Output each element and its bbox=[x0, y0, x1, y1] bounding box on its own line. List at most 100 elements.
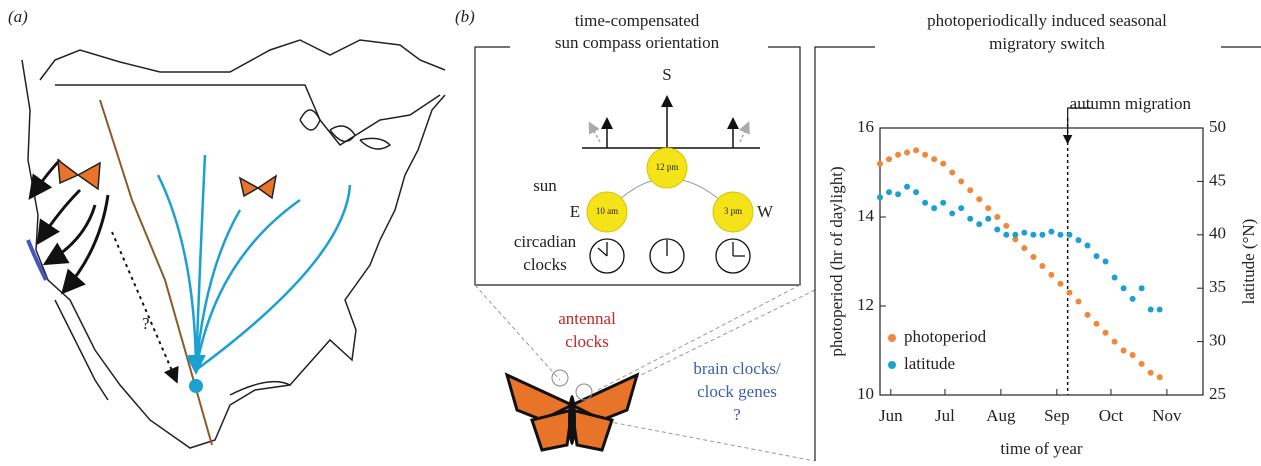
annotation-arrow bbox=[1068, 108, 1092, 142]
point bbox=[1139, 285, 1145, 291]
figure: (a) ? (b) time-compensated sun compass o… bbox=[0, 0, 1261, 461]
point bbox=[1030, 232, 1036, 238]
point bbox=[1130, 296, 1136, 302]
x-tick-label: Jul bbox=[935, 406, 955, 425]
dotted-route bbox=[112, 232, 176, 380]
point bbox=[985, 216, 991, 222]
point bbox=[1130, 352, 1136, 358]
legend-label: latitude bbox=[904, 354, 955, 373]
y2-tick-label: 40 bbox=[1209, 224, 1226, 243]
box-title: migratory switch bbox=[989, 34, 1105, 53]
point bbox=[877, 194, 883, 200]
box-title: photoperiodically induced seasonal bbox=[927, 11, 1167, 30]
point bbox=[1021, 245, 1027, 251]
point bbox=[1066, 290, 1072, 296]
x-tick-label: Jun bbox=[879, 406, 903, 425]
x-axis-label: time of year bbox=[1000, 439, 1082, 458]
point bbox=[1103, 330, 1109, 336]
y-axis-label: photoperiod (hr of daylight) bbox=[827, 166, 846, 356]
sun-label: sun bbox=[533, 176, 557, 195]
legend-swatch bbox=[888, 334, 896, 342]
point bbox=[1112, 275, 1118, 281]
point bbox=[1148, 307, 1154, 313]
point bbox=[994, 226, 1000, 232]
point bbox=[913, 147, 919, 153]
west-label: W bbox=[757, 202, 774, 221]
point bbox=[922, 200, 928, 206]
x-tick-label: Nov bbox=[1152, 406, 1182, 425]
y2-axis-label: latitude (°N) bbox=[1239, 219, 1258, 305]
legend-label: photoperiod bbox=[904, 327, 987, 346]
box-title: sun compass orientation bbox=[555, 33, 720, 52]
point bbox=[985, 205, 991, 211]
point bbox=[931, 205, 937, 211]
sun-time: 10 am bbox=[596, 206, 618, 216]
point bbox=[958, 178, 964, 184]
box-title: time-compensated bbox=[575, 11, 700, 30]
sun-time: 12 pm bbox=[656, 162, 679, 172]
x-tick-label: Aug bbox=[986, 406, 1016, 425]
point bbox=[931, 156, 937, 162]
point bbox=[1021, 230, 1027, 236]
point bbox=[1157, 307, 1163, 313]
x-tick-label: Oct bbox=[1099, 406, 1124, 425]
point bbox=[967, 216, 973, 222]
point bbox=[1103, 259, 1109, 265]
point bbox=[877, 161, 883, 167]
point bbox=[1066, 232, 1072, 238]
y-tick-label: 16 bbox=[857, 117, 874, 136]
point bbox=[1057, 281, 1063, 287]
point bbox=[940, 200, 946, 206]
brain-label: ? bbox=[733, 405, 741, 424]
y2-tick-label: 25 bbox=[1209, 384, 1226, 403]
x-tick-label: Sep bbox=[1044, 406, 1070, 425]
butterfly bbox=[507, 370, 637, 450]
y-tick-label: 14 bbox=[857, 206, 875, 225]
compass-arrows bbox=[582, 98, 760, 148]
point bbox=[967, 187, 973, 193]
point bbox=[1112, 339, 1118, 345]
point bbox=[994, 214, 1000, 220]
map bbox=[22, 40, 445, 448]
point bbox=[904, 184, 910, 190]
panel-label: (b) bbox=[455, 7, 475, 26]
coast-site bbox=[28, 240, 46, 280]
point bbox=[886, 189, 892, 195]
point bbox=[886, 156, 892, 162]
point bbox=[1085, 242, 1091, 248]
point bbox=[1139, 361, 1145, 367]
y-tick-label: 12 bbox=[857, 295, 874, 314]
point bbox=[1085, 312, 1091, 318]
point bbox=[1048, 272, 1054, 278]
point bbox=[1094, 321, 1100, 327]
point bbox=[1003, 223, 1009, 229]
range-line bbox=[100, 100, 212, 445]
point bbox=[1039, 232, 1045, 238]
point bbox=[1003, 232, 1009, 238]
y2-tick-label: 30 bbox=[1209, 331, 1226, 350]
point bbox=[1148, 370, 1154, 376]
point bbox=[895, 152, 901, 158]
point bbox=[1039, 263, 1045, 269]
antennal-label: antennal bbox=[558, 309, 616, 328]
point bbox=[1157, 374, 1163, 380]
legend-swatch bbox=[888, 361, 896, 369]
clocks bbox=[590, 239, 750, 273]
point bbox=[976, 196, 982, 202]
brain-label: clock genes bbox=[697, 382, 777, 401]
point bbox=[1094, 253, 1100, 259]
point bbox=[1057, 232, 1063, 238]
point bbox=[976, 221, 982, 227]
point bbox=[1075, 299, 1081, 305]
point bbox=[895, 191, 901, 197]
y2-tick-label: 45 bbox=[1209, 170, 1226, 189]
panel-label: (a) bbox=[8, 7, 28, 26]
annotation: autumn migration bbox=[1070, 94, 1192, 113]
overwintering-site bbox=[189, 379, 203, 393]
point bbox=[1012, 232, 1018, 238]
small-butterfly bbox=[240, 176, 276, 198]
y2-tick-label: 35 bbox=[1209, 277, 1226, 296]
switch-box bbox=[815, 47, 1261, 461]
question-mark: ? bbox=[142, 314, 150, 333]
